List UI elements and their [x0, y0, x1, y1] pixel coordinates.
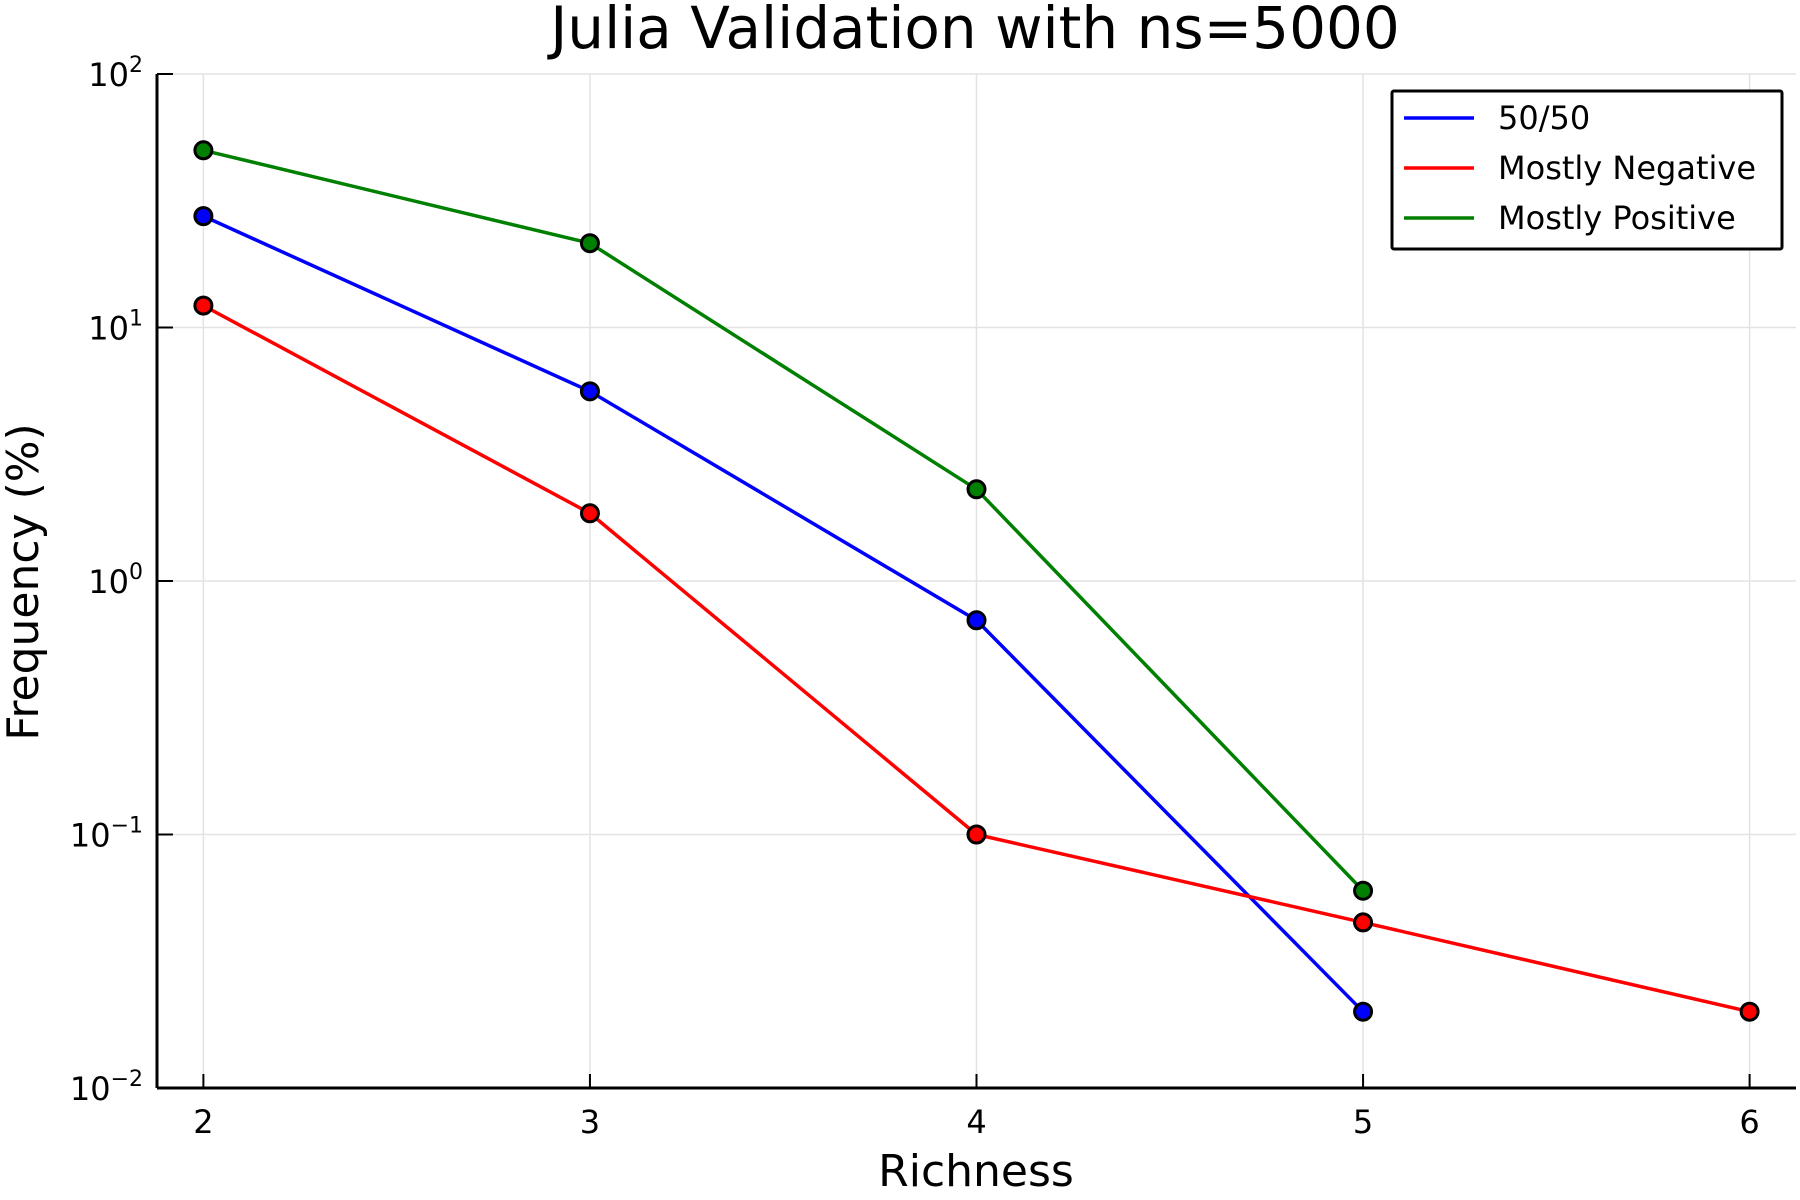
x-tick-label: 2 [193, 1103, 213, 1141]
y-tick-label: 10−2 [70, 1067, 143, 1108]
y-tick-base: 10 [88, 310, 129, 348]
legend: 50/50 Mostly Negative Mostly Positive [1390, 89, 1784, 251]
y-tick-label: 10−1 [70, 814, 143, 855]
y-tick-base: 10 [88, 563, 129, 601]
data-point [966, 610, 987, 631]
y-tick-exponent: 1 [129, 307, 143, 332]
y-tick-exponent: −2 [111, 1067, 143, 1092]
y-tick-label: 101 [88, 307, 143, 348]
y-tick-exponent: −1 [111, 814, 143, 839]
x-tick-label: 5 [1353, 1103, 1373, 1141]
legend-label: Mostly Negative [1498, 149, 1756, 187]
legend-item: Mostly Negative [1404, 149, 1756, 187]
series-line [202, 214, 1365, 1013]
y-tick-base: 10 [70, 817, 111, 855]
plot-area [193, 140, 1760, 1022]
y-tick-exponent: 0 [129, 560, 143, 585]
data-point [193, 140, 214, 161]
data-point [579, 381, 600, 402]
data-point [1353, 880, 1374, 901]
data-point [966, 824, 987, 845]
y-axis-label: Frequency (%) [0, 423, 49, 740]
data-point [1353, 1001, 1374, 1022]
y-tick-base: 10 [88, 56, 129, 94]
x-axis-label: Richness [878, 1146, 1074, 1197]
legend-label: 50/50 [1498, 99, 1590, 137]
data-point [1739, 1001, 1760, 1022]
x-tick-label: 3 [580, 1103, 600, 1141]
legend-item: 50/50 [1404, 99, 1590, 137]
series-line [202, 148, 1365, 892]
axes [155, 73, 1796, 1090]
data-point [193, 295, 214, 316]
data-point [579, 233, 600, 254]
legend-item: Mostly Positive [1404, 199, 1736, 237]
data-point [193, 206, 214, 227]
y-tick-label: 100 [88, 560, 143, 601]
y-tick-base: 10 [70, 1070, 111, 1108]
legend-box [1390, 89, 1784, 251]
data-point [1353, 912, 1374, 933]
x-tick-label: 6 [1739, 1103, 1759, 1141]
chart-title: Julia Validation with ns=5000 [547, 0, 1400, 62]
y-tick-exponent: 2 [129, 53, 143, 78]
legend-label: Mostly Positive [1498, 199, 1736, 237]
series-mostly-negative [193, 295, 1760, 1022]
y-tick-label: 102 [88, 53, 143, 94]
data-point [966, 479, 987, 500]
data-point [579, 503, 600, 524]
x-tick-label: 4 [966, 1103, 986, 1141]
series-50-50 [193, 206, 1374, 1022]
series-mostly-positive [193, 140, 1374, 901]
